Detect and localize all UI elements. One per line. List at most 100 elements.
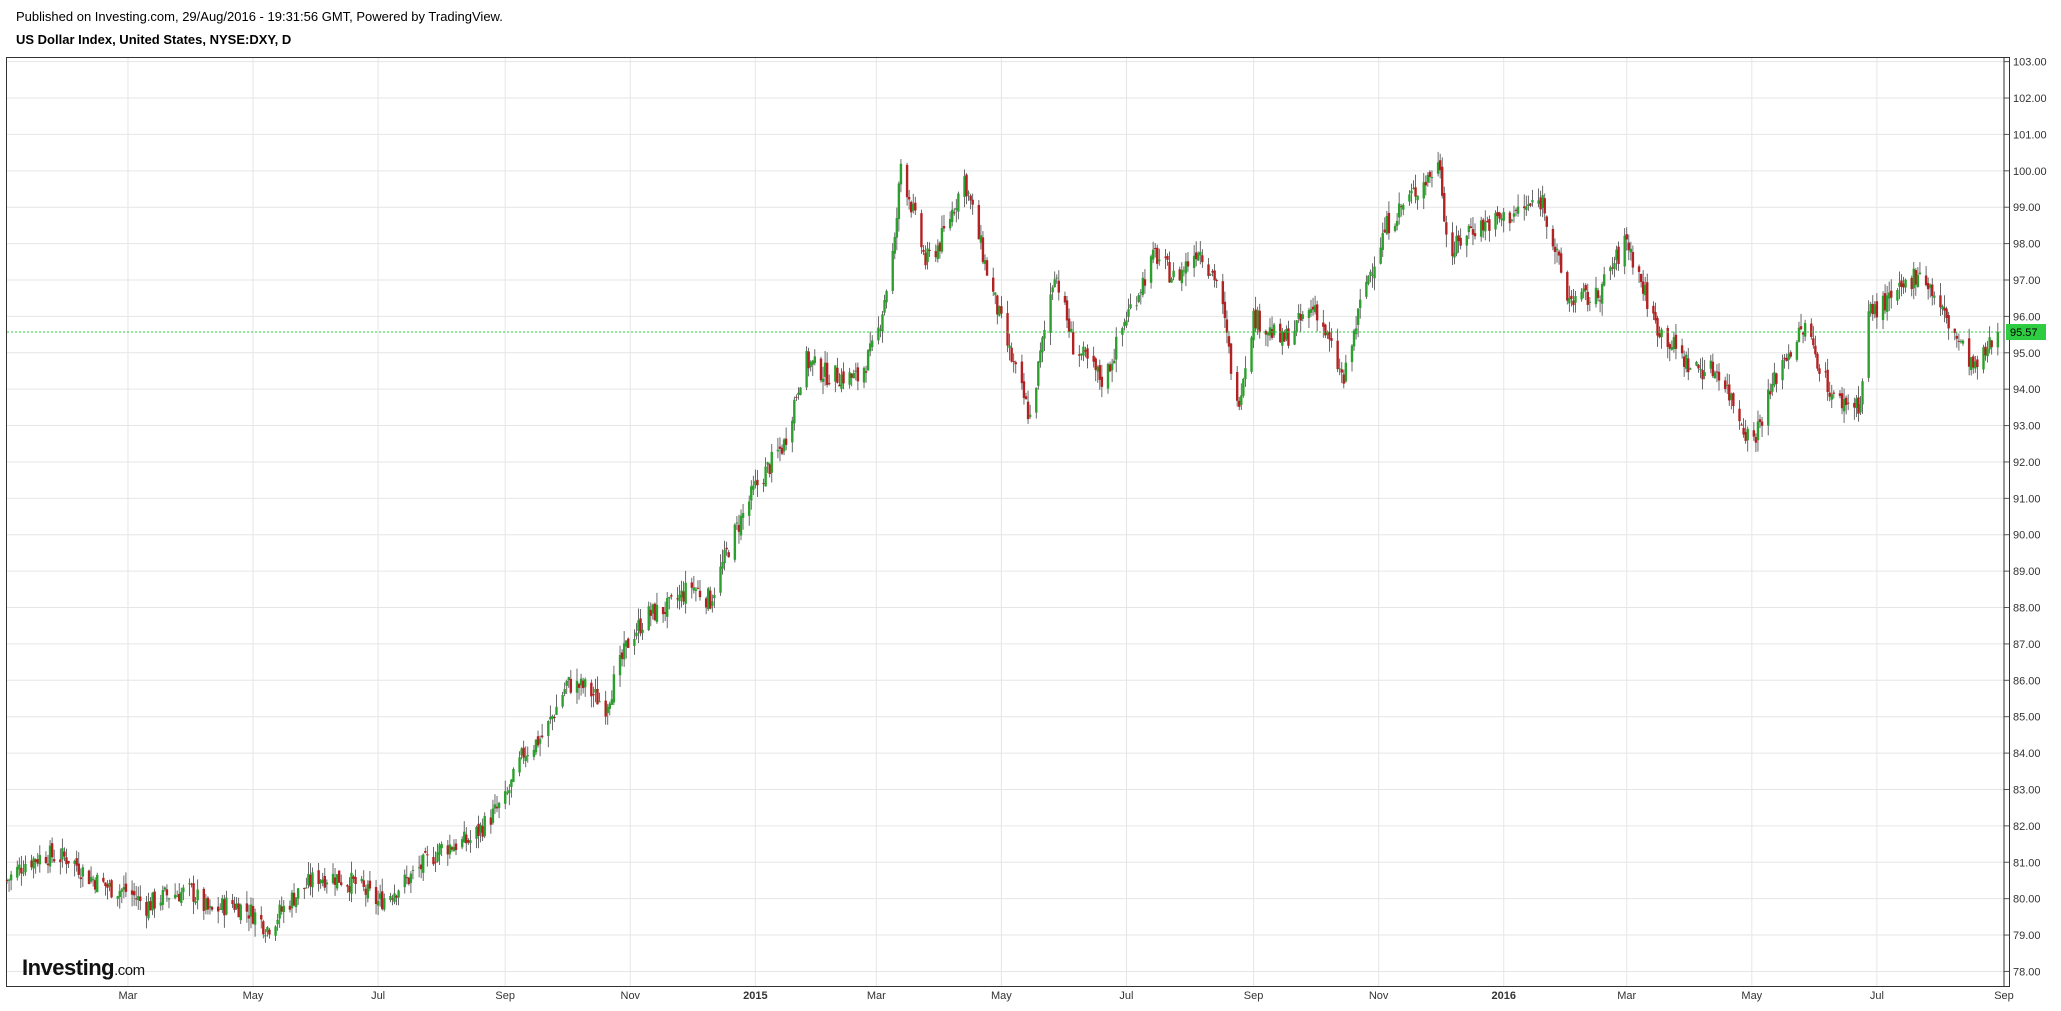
- candle-body: [1871, 303, 1874, 315]
- candle-body: [655, 604, 659, 623]
- candle-body: [842, 371, 845, 384]
- candle-body: [50, 843, 54, 858]
- candle-body: [1810, 323, 1813, 337]
- candle-body: [1689, 368, 1692, 370]
- candle-body: [383, 898, 386, 910]
- candle-body: [1197, 253, 1200, 261]
- candle-body: [1596, 290, 1600, 298]
- candle-body: [296, 888, 300, 899]
- candle-body: [1356, 308, 1360, 325]
- candle-body: [680, 590, 683, 598]
- candle-body: [1609, 267, 1612, 272]
- candle-body: [805, 350, 808, 388]
- candle-body: [1180, 269, 1184, 284]
- candle-body: [848, 372, 851, 385]
- candle-body: [1063, 295, 1067, 303]
- candle-body: [1982, 347, 1985, 370]
- candle-body: [823, 362, 827, 377]
- x-tick-label: Jul: [1119, 990, 1133, 1002]
- candle-body: [266, 927, 269, 933]
- candle-body: [750, 486, 753, 501]
- candle-body: [1656, 318, 1659, 336]
- candle-body: [809, 361, 812, 368]
- candle-body: [967, 192, 970, 194]
- candle-body: [905, 164, 909, 198]
- candle-body: [1572, 300, 1575, 306]
- candle-body: [1430, 177, 1434, 179]
- candle-body: [1846, 402, 1850, 404]
- candle-body: [510, 779, 513, 787]
- candle-body: [1588, 301, 1592, 303]
- candle-body: [434, 861, 437, 863]
- candle-body: [460, 839, 464, 848]
- candle-body: [1926, 282, 1930, 290]
- candle-body: [1703, 372, 1706, 377]
- candle-body: [1826, 369, 1829, 393]
- candle-body: [1990, 340, 1993, 348]
- candle-body: [649, 609, 652, 616]
- published-line: Published on Investing.com, 29/Aug/2016 …: [16, 9, 503, 24]
- candle-body: [504, 791, 507, 804]
- candle-body: [737, 524, 741, 532]
- candle-body: [1844, 397, 1848, 406]
- x-tick-label: Nov: [621, 990, 641, 1002]
- candle-body: [1687, 358, 1690, 373]
- candle-body: [780, 447, 784, 454]
- candle-body: [1194, 252, 1198, 260]
- candle-body: [633, 638, 636, 646]
- candle-body: [467, 840, 470, 843]
- candle-body: [348, 886, 351, 893]
- candle-body: [1055, 277, 1058, 279]
- x-tick-label: Mar: [867, 990, 886, 1002]
- candle-body: [1414, 187, 1417, 197]
- candle-body: [1164, 256, 1167, 258]
- candle-body: [1955, 335, 1959, 339]
- candle-body: [575, 680, 579, 693]
- candle-body: [1020, 361, 1024, 384]
- candle-body: [1744, 431, 1747, 441]
- candle-body: [1244, 368, 1247, 379]
- candle-body: [1467, 225, 1471, 233]
- candle-body: [881, 314, 884, 332]
- candle-body: [1410, 190, 1413, 194]
- candle-body: [627, 638, 630, 648]
- candle-body: [411, 870, 415, 872]
- candle-body: [518, 757, 521, 773]
- candle-body: [590, 682, 593, 697]
- candle-body: [1754, 437, 1758, 443]
- candle-body: [452, 846, 456, 852]
- candle-body: [1818, 368, 1821, 374]
- candle-body: [741, 513, 745, 518]
- candle-body: [235, 903, 238, 909]
- candle-body: [247, 915, 251, 919]
- candle-body: [938, 242, 942, 252]
- candle-body: [1947, 315, 1950, 329]
- candle-body: [346, 885, 349, 887]
- candle-body: [981, 237, 985, 263]
- candle-body: [1037, 361, 1040, 386]
- candle-body: [1238, 400, 1241, 407]
- y-tick-label: 81.00: [2013, 857, 2041, 869]
- y-tick-label: 92.00: [2013, 457, 2041, 469]
- candle-body: [366, 884, 370, 899]
- candle-body: [405, 877, 409, 879]
- candle-body: [770, 451, 773, 473]
- candle-body: [1100, 376, 1104, 387]
- candle-body: [879, 329, 882, 331]
- candle-body: [793, 399, 796, 424]
- candle-body: [1110, 363, 1114, 371]
- candle-body: [1250, 337, 1253, 372]
- candle-body: [1393, 225, 1397, 232]
- candle-body: [1525, 206, 1528, 210]
- candle-body: [778, 446, 782, 449]
- candle-body: [1151, 249, 1155, 260]
- candle-body: [725, 547, 728, 550]
- x-tick-label: Mar: [1617, 990, 1636, 1002]
- candle-body: [1494, 213, 1497, 230]
- candle-body: [665, 598, 669, 617]
- candle-body: [1201, 255, 1204, 263]
- candle-body: [1469, 226, 1473, 229]
- x-tick-label: Sep: [1994, 990, 2014, 1002]
- candle-body: [1738, 408, 1741, 422]
- candle-body: [1139, 292, 1143, 294]
